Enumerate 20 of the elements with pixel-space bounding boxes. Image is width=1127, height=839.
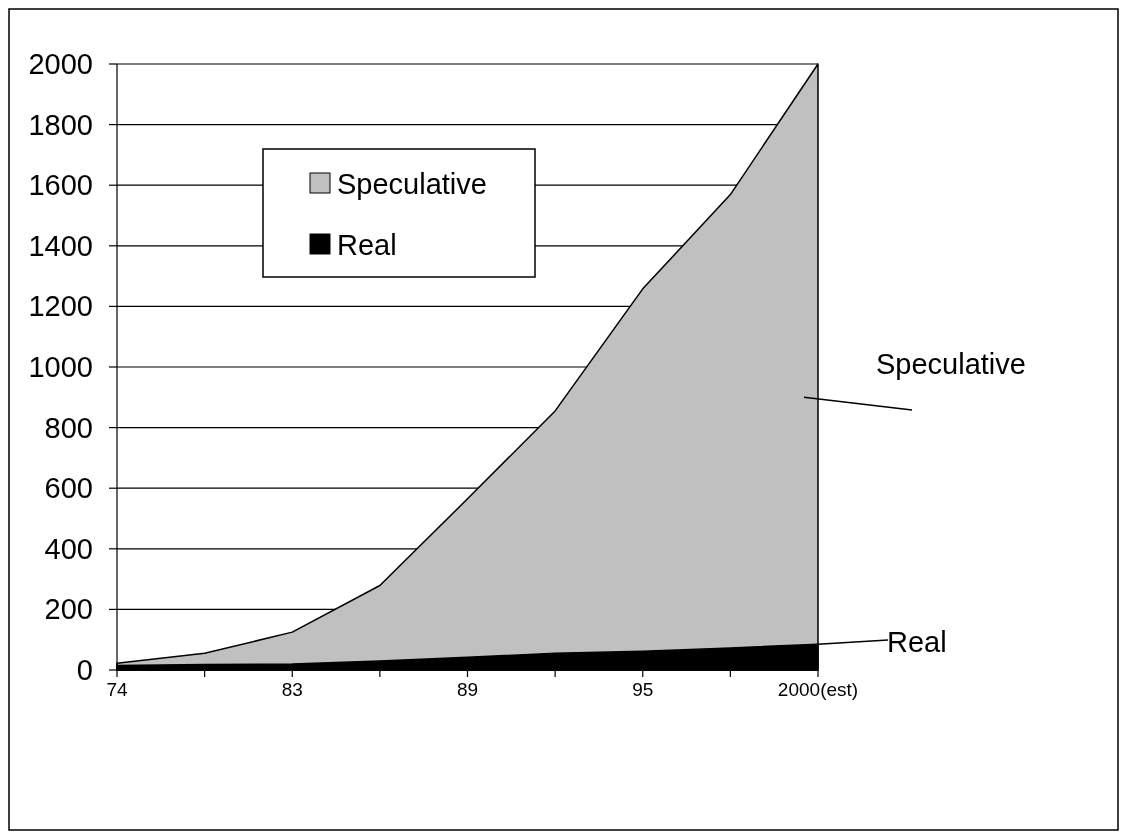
x-tick-label: 83 [281, 679, 303, 700]
legend-label: Real [337, 229, 397, 261]
annotation: Speculative [876, 348, 1026, 380]
y-tick-label: 1600 [28, 169, 93, 202]
x-tick-label: 74 [106, 679, 128, 700]
y-tick-label: 200 [44, 593, 93, 626]
x-tick-label: 95 [632, 679, 654, 700]
x-tick-label: 2000(est) [777, 679, 859, 700]
legend-label: Speculative [337, 168, 487, 200]
y-tick-label: 1400 [28, 229, 93, 262]
y-tick-label: 1200 [28, 290, 93, 323]
y-tick-label: 1000 [28, 351, 93, 383]
annotation: Real [887, 626, 947, 658]
y-tick-label: 800 [44, 411, 93, 444]
y-tick-label: 400 [44, 532, 93, 565]
x-tick-label: 89 [456, 679, 479, 700]
y-tick-label: 0 [76, 654, 93, 686]
y-tick-label: 1800 [28, 108, 93, 141]
y-tick-label: 600 [44, 472, 93, 505]
y-tick-label: 2000 [28, 48, 93, 80]
